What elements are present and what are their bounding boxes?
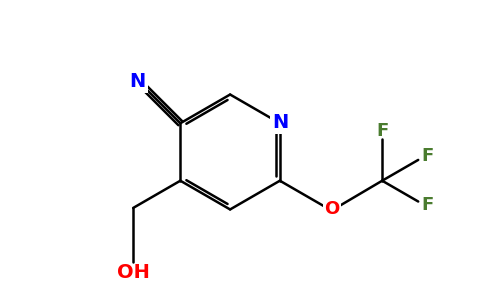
Text: F: F (421, 147, 433, 165)
Text: F: F (376, 122, 388, 140)
Text: N: N (130, 72, 146, 91)
Text: N: N (272, 113, 288, 132)
Text: O: O (324, 200, 340, 218)
Text: OH: OH (117, 263, 150, 282)
Text: F: F (421, 196, 433, 214)
